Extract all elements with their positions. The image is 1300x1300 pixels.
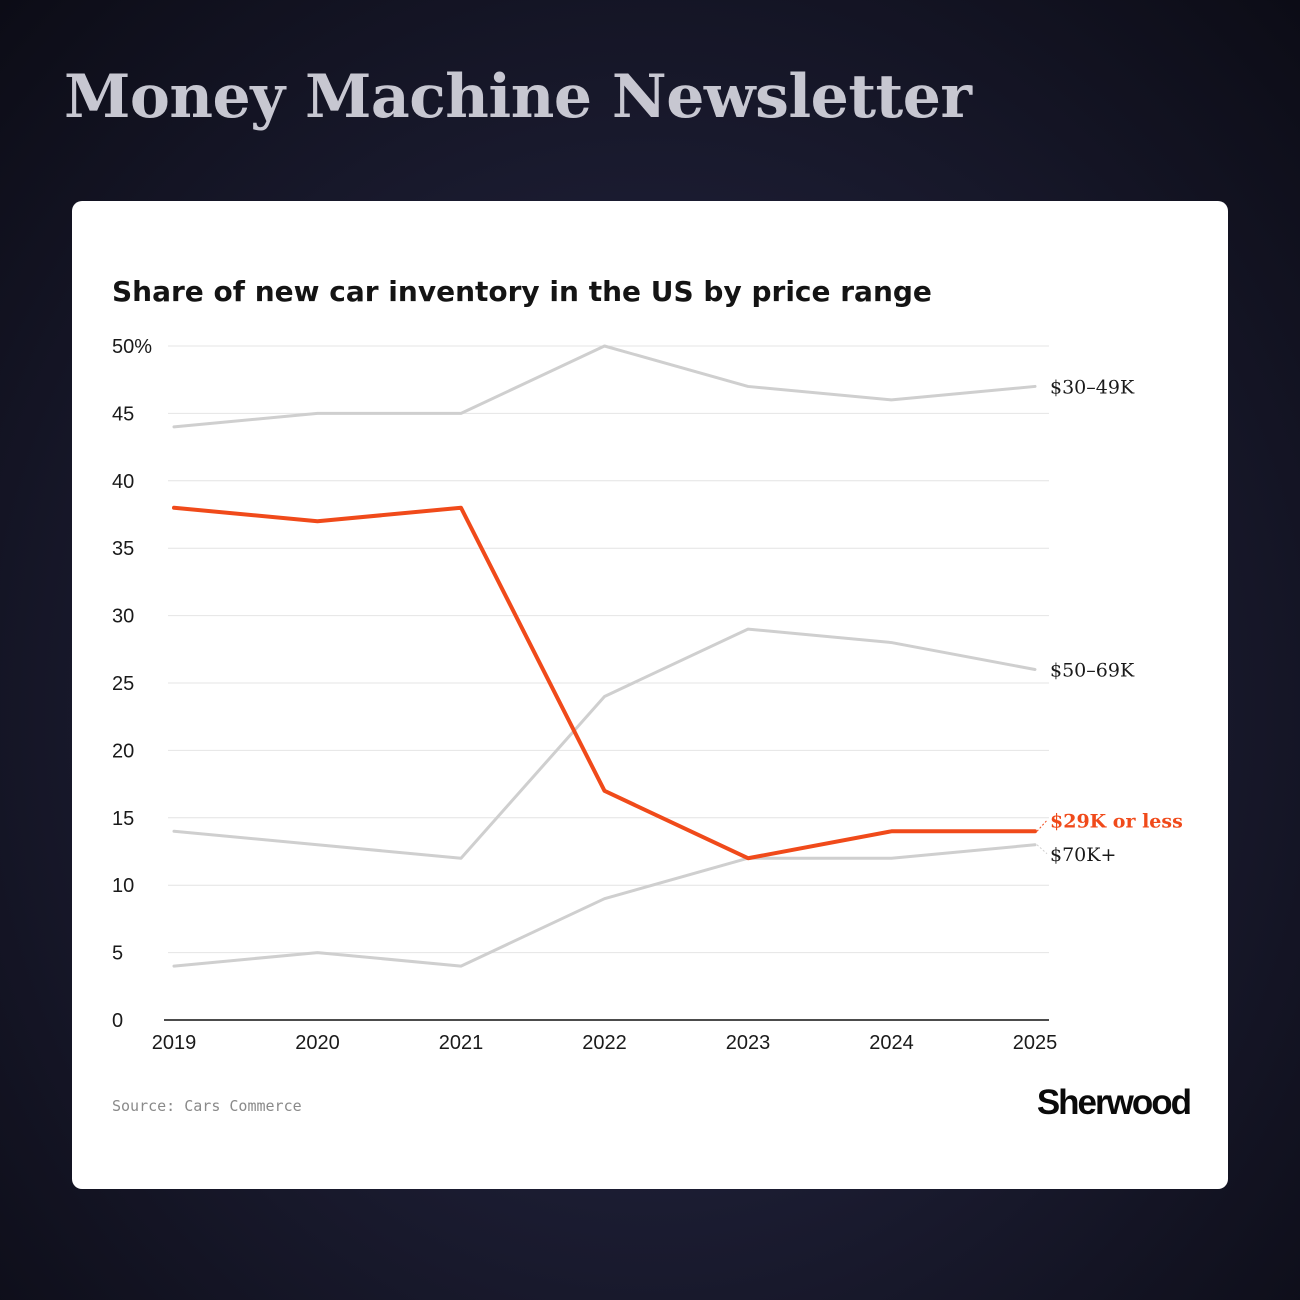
x-tick-label-2021: 2021 (439, 1032, 484, 1054)
source-note: Source: Cars Commerce (112, 1097, 302, 1115)
series-line-29k-or-less (172, 505, 1037, 861)
y-tick-label-15: 15 (112, 808, 134, 830)
newsletter-title: Money Machine Newsletter (64, 62, 972, 132)
chart-card: Share of new car inventory in the US by … (72, 201, 1228, 1189)
y-tick-label-40: 40 (112, 471, 134, 493)
y-tick-label-45: 45 (112, 403, 134, 425)
y-tick-label-25: 25 (112, 673, 134, 695)
x-tick-label-2022: 2022 (582, 1032, 627, 1054)
series-label-50-69k: $50–69K (1050, 660, 1135, 682)
x-tick-label-2024: 2024 (869, 1032, 914, 1054)
sherwood-logo: Sherwood (1036, 1083, 1192, 1122)
y-tick-label-50: 50% (112, 336, 152, 358)
y-tick-label-20: 20 (112, 740, 134, 762)
series-label-70k: $70K+ (1050, 844, 1116, 866)
y-tick-label-35: 35 (112, 538, 134, 560)
y-tick-label-30: 30 (112, 606, 134, 628)
chart-title: Share of new car inventory in the US by … (112, 275, 932, 308)
series-label-30-49k: $30–49K (1050, 376, 1135, 398)
x-tick-label-2019: 2019 (152, 1032, 197, 1054)
x-tick-label-2023: 2023 (726, 1032, 771, 1054)
series-label-29k-or-less: $29K or less (1050, 810, 1183, 832)
leader-line-29k-or-less (1036, 819, 1048, 832)
y-tick-label-10: 10 (112, 875, 134, 897)
x-tick-label-2020: 2020 (295, 1032, 340, 1054)
x-tick-label-2025: 2025 (1013, 1032, 1058, 1054)
y-tick-label-5: 5 (112, 943, 123, 965)
series-line-30-49k (172, 344, 1037, 429)
leader-line-70k (1036, 844, 1048, 855)
series-line-50-69k (172, 627, 1037, 860)
series-line-70k (172, 843, 1037, 968)
y-tick-label-0: 0 (112, 1010, 123, 1032)
